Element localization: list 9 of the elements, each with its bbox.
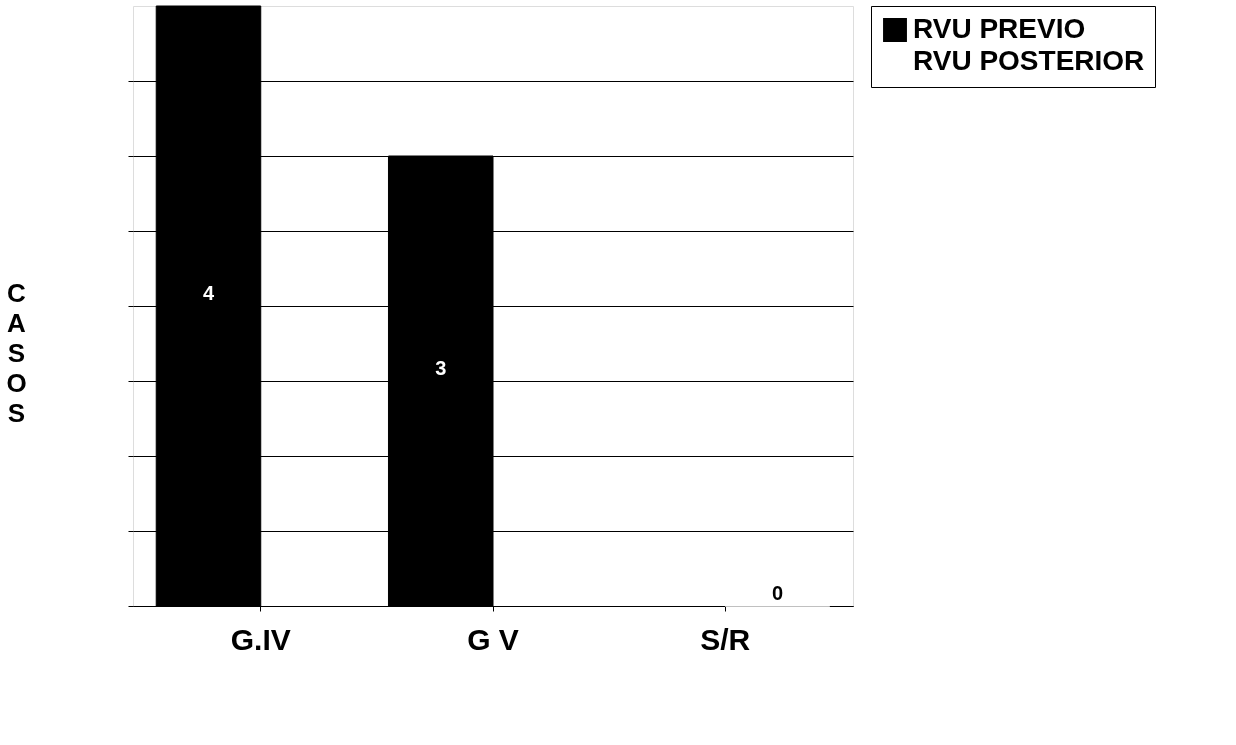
data-label: 3 <box>435 357 447 379</box>
x-tick-label: G V <box>467 622 519 656</box>
text: RVU POSTERIOR <box>913 45 1145 76</box>
x-tick-label: S/R <box>700 622 751 656</box>
data-label: 4 <box>202 282 215 304</box>
y-axis-title: CASOS <box>6 277 27 428</box>
legend-label: RVU PREVIO <box>913 13 1086 44</box>
data-label: 0 <box>771 582 784 604</box>
x-tick-label: G.IV <box>230 622 291 656</box>
